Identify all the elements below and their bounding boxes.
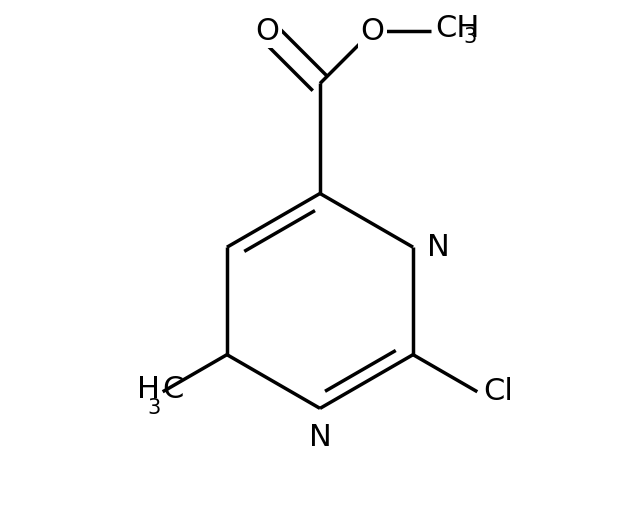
Text: O: O xyxy=(360,17,385,46)
Text: N: N xyxy=(308,423,332,452)
Text: 3: 3 xyxy=(463,27,477,47)
Text: O: O xyxy=(255,17,280,46)
Text: H: H xyxy=(137,375,160,404)
Text: CH: CH xyxy=(435,14,480,43)
Text: 3: 3 xyxy=(147,398,160,419)
Text: N: N xyxy=(428,233,450,262)
Text: C: C xyxy=(163,375,184,404)
Text: Cl: Cl xyxy=(483,377,513,406)
